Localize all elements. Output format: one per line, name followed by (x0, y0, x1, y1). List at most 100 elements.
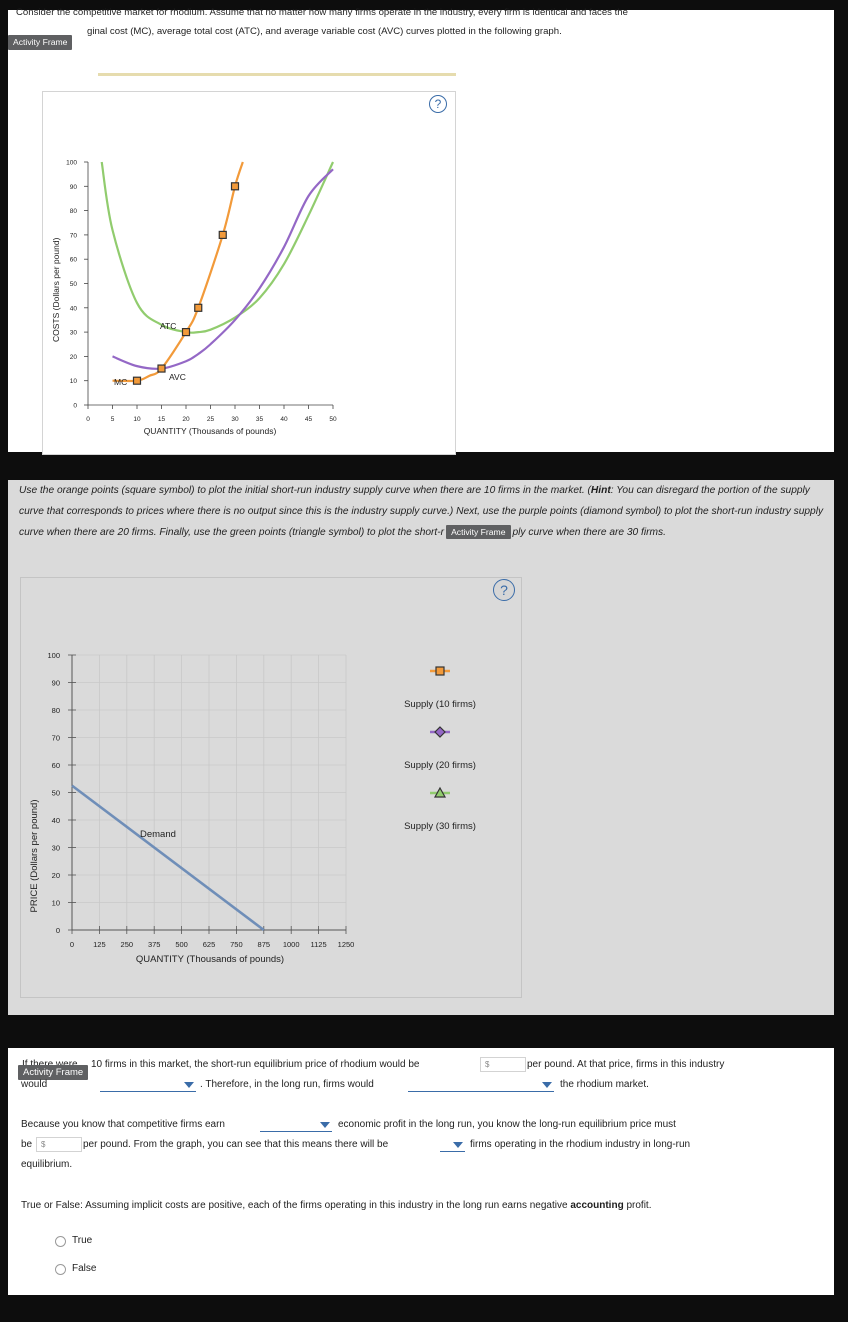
false-label: False (72, 1263, 97, 1274)
activity-frame-label: Activity Frame (446, 524, 511, 539)
y-tick-label: 90 (52, 679, 60, 688)
y-tick-label: 10 (52, 899, 60, 908)
q1-text-4: the rhodium market. (560, 1079, 649, 1090)
y-tick-label: 90 (70, 184, 78, 191)
q2-text-3: per pound. From the graph, you can see t… (83, 1139, 389, 1150)
y-tick-label: 0 (73, 403, 77, 410)
activity-frame-label: Activity Frame (18, 1065, 89, 1080)
q2-text-1: Because you know that competitive firms … (21, 1119, 225, 1130)
legend-label: Supply (10 firms) (404, 699, 476, 710)
y-tick-label: 40 (52, 816, 60, 825)
cost-graph-curves (100, 161, 335, 383)
help-icon[interactable]: ? (493, 579, 515, 601)
orange-square-tool-icon (435, 666, 445, 676)
y-tick-label: 50 (52, 789, 60, 798)
true-radio[interactable] (55, 1236, 66, 1247)
q2-text-5: equilibrium. (21, 1159, 73, 1170)
x-tick-label: 625 (203, 940, 216, 949)
chevron-down-icon (184, 1082, 194, 1088)
instructions-text: Use the orange points (square symbol) to… (19, 485, 824, 539)
q3-text: True or False: Assuming implicit costs a… (21, 1200, 652, 1211)
x-tick-label: 40 (280, 416, 288, 423)
cost-graph-box (42, 91, 456, 455)
y-tick-label: 100 (66, 160, 77, 167)
x-tick-label: 30 (231, 416, 239, 423)
x-tick-label: 1250 (338, 940, 355, 949)
atc-curve (100, 161, 335, 334)
cost-x-axis-label: QUANTITY (Thousands of pounds) (144, 426, 277, 436)
help-icon[interactable]: ? (429, 95, 447, 113)
activity-frame-label: Activity Frame (8, 35, 73, 50)
y-tick-label: 50 (70, 281, 78, 288)
y-tick-label: 0 (56, 926, 60, 935)
x-tick-label: 35 (256, 416, 264, 423)
x-tick-label: 875 (258, 940, 271, 949)
firm-count-dropdown[interactable] (440, 1138, 465, 1152)
profit-dropdown[interactable] (100, 1078, 196, 1092)
legend-label: Supply (30 firms) (404, 821, 476, 832)
y-tick-label: 20 (70, 354, 78, 361)
mc-point-marker (157, 364, 166, 373)
intro-line-1: Consider the competitive market for rhod… (16, 7, 628, 18)
cost-graph: 0 10 20 30 40 50 60 70 80 90 100 0 5 10 15 20 25 30 35 40 45… (51, 160, 337, 437)
atc-label: ATC (160, 321, 176, 331)
q2-be: be (21, 1139, 33, 1150)
cost-graph-markers (132, 182, 240, 385)
q1-text-3: . Therefore, in the long run, firms woul… (200, 1079, 374, 1090)
price-y-axis-label: PRICE (Dollars per pound) (29, 800, 40, 913)
mc-label: MC (114, 377, 127, 387)
entry-exit-dropdown[interactable] (408, 1078, 554, 1092)
chevron-down-icon (542, 1082, 552, 1088)
false-radio[interactable] (55, 1264, 66, 1275)
demand-label: Demand (140, 829, 176, 840)
mc-point-marker (194, 303, 203, 312)
y-tick-label: 30 (70, 330, 78, 337)
x-tick-label: 1125 (311, 940, 327, 949)
equilibrium-price-input[interactable]: $ (480, 1057, 526, 1072)
y-tick-label: 60 (52, 761, 60, 770)
q1-would: would (21, 1079, 48, 1090)
cost-y-axis-label: COSTS (Dollars per pound) (51, 237, 61, 342)
y-tick-label: 40 (70, 305, 78, 312)
q1-overlapped-text: If there were (22, 1059, 97, 1070)
legend-label: Supply (20 firms) (404, 760, 476, 771)
long-run-price-input[interactable]: $ (36, 1137, 82, 1152)
q1-text-1: 10 firms in this market, the short-run e… (91, 1059, 420, 1070)
supply-graph-box[interactable] (20, 577, 522, 998)
x-tick-label: 500 (175, 940, 188, 949)
mc-point-marker (181, 328, 191, 337)
y-tick-label: 80 (52, 706, 60, 715)
y-tick-label: 10 (70, 378, 78, 385)
intro-line-2: ginal cost (MC), average total cost (ATC… (87, 26, 562, 37)
divider-line (98, 73, 456, 76)
q2-text-4: firms operating in the rhodium industry … (470, 1139, 691, 1150)
mc-point-marker (132, 376, 142, 385)
y-tick-label: 20 (52, 871, 60, 880)
x-tick-label: 15 (158, 416, 166, 423)
mc-point-marker (218, 230, 227, 239)
purple-diamond-tool-icon (434, 726, 446, 738)
y-tick-label: 80 (70, 208, 78, 215)
demand-curve (71, 784, 265, 932)
quantity-x-axis-label: QUANTITY (Thousands of pounds) (136, 954, 284, 965)
x-tick-label: 125 (93, 940, 106, 949)
x-tick-label: 50 (329, 416, 337, 423)
y-tick-label: 70 (70, 232, 78, 239)
intro-text: Consider the competitive market for rhod… (16, 3, 816, 41)
questions-panel (8, 1048, 834, 1295)
long-run-profit-dropdown[interactable] (260, 1118, 332, 1132)
chevron-down-icon (320, 1122, 330, 1128)
q2-text-2: economic profit in the long run, you kno… (338, 1119, 676, 1130)
avc-label: AVC (169, 372, 186, 382)
chevron-down-icon (453, 1142, 463, 1148)
x-tick-label: 750 (230, 940, 243, 949)
avc-curve (112, 168, 334, 370)
x-tick-label: 10 (133, 416, 141, 423)
y-tick-label: 70 (52, 734, 60, 743)
supply-legend: Supply (10 firms) Supply (20 firms) Supply… (404, 666, 476, 832)
y-tick-label: 100 (47, 651, 60, 660)
green-triangle-tool-icon (433, 786, 447, 798)
x-tick-label: 0 (70, 940, 74, 949)
